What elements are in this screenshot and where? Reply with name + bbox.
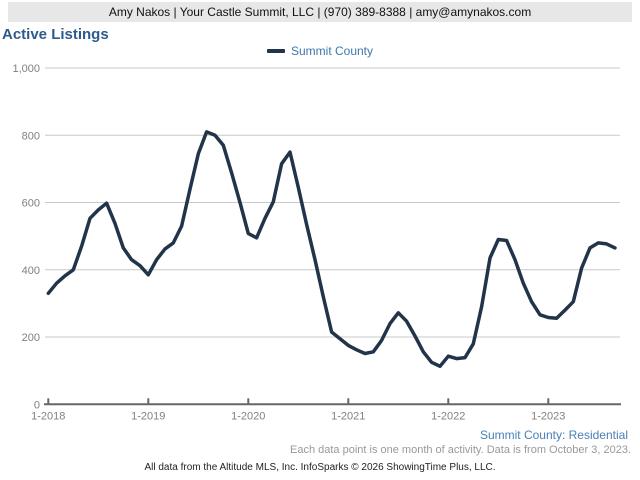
series-line-summit-county [46, 130, 617, 369]
contact-line: Amy Nakos | Your Castle Summit, LLC | (9… [108, 5, 532, 19]
y-axis-label-400: 400 [22, 265, 40, 277]
x-axis-label-1-2019: 1-2019 [131, 410, 165, 420]
x-axis-label-1-2020: 1-2020 [231, 410, 265, 420]
x-axis-label-1-2022: 1-2022 [431, 410, 465, 420]
page-title: Active Listings [2, 26, 109, 43]
y-axis-label-0: 0 [34, 399, 40, 411]
y-axis-label-200: 200 [22, 332, 40, 344]
x-axis-label-1-2018: 1-2018 [31, 410, 65, 420]
chart-legend: Summit County [0, 44, 640, 58]
contact-header-bar: Amy Nakos | Your Castle Summit, LLC | (9… [8, 2, 632, 22]
attribution-note: All data from the Altitude MLS, Inc. Inf… [144, 462, 496, 473]
x-axis-label-1-2021: 1-2021 [331, 410, 365, 420]
series-note: Summit County: Residential [479, 428, 628, 442]
data-note: Each data point is one month of activity… [290, 444, 631, 456]
legend-line-swatch-icon [266, 49, 285, 53]
legend-label: Summit County [290, 44, 374, 58]
x-axis-label-1-2023: 1-2023 [531, 410, 565, 420]
y-axis-label-600: 600 [22, 198, 40, 210]
y-axis-label-800: 800 [22, 130, 40, 142]
active-listings-line-chart: 0 200 400 600 800 1,000 1-2018 1-2019 1-2020 1-20… [12, 63, 621, 420]
y-axis-label-1000: 1,000 [12, 63, 40, 75]
